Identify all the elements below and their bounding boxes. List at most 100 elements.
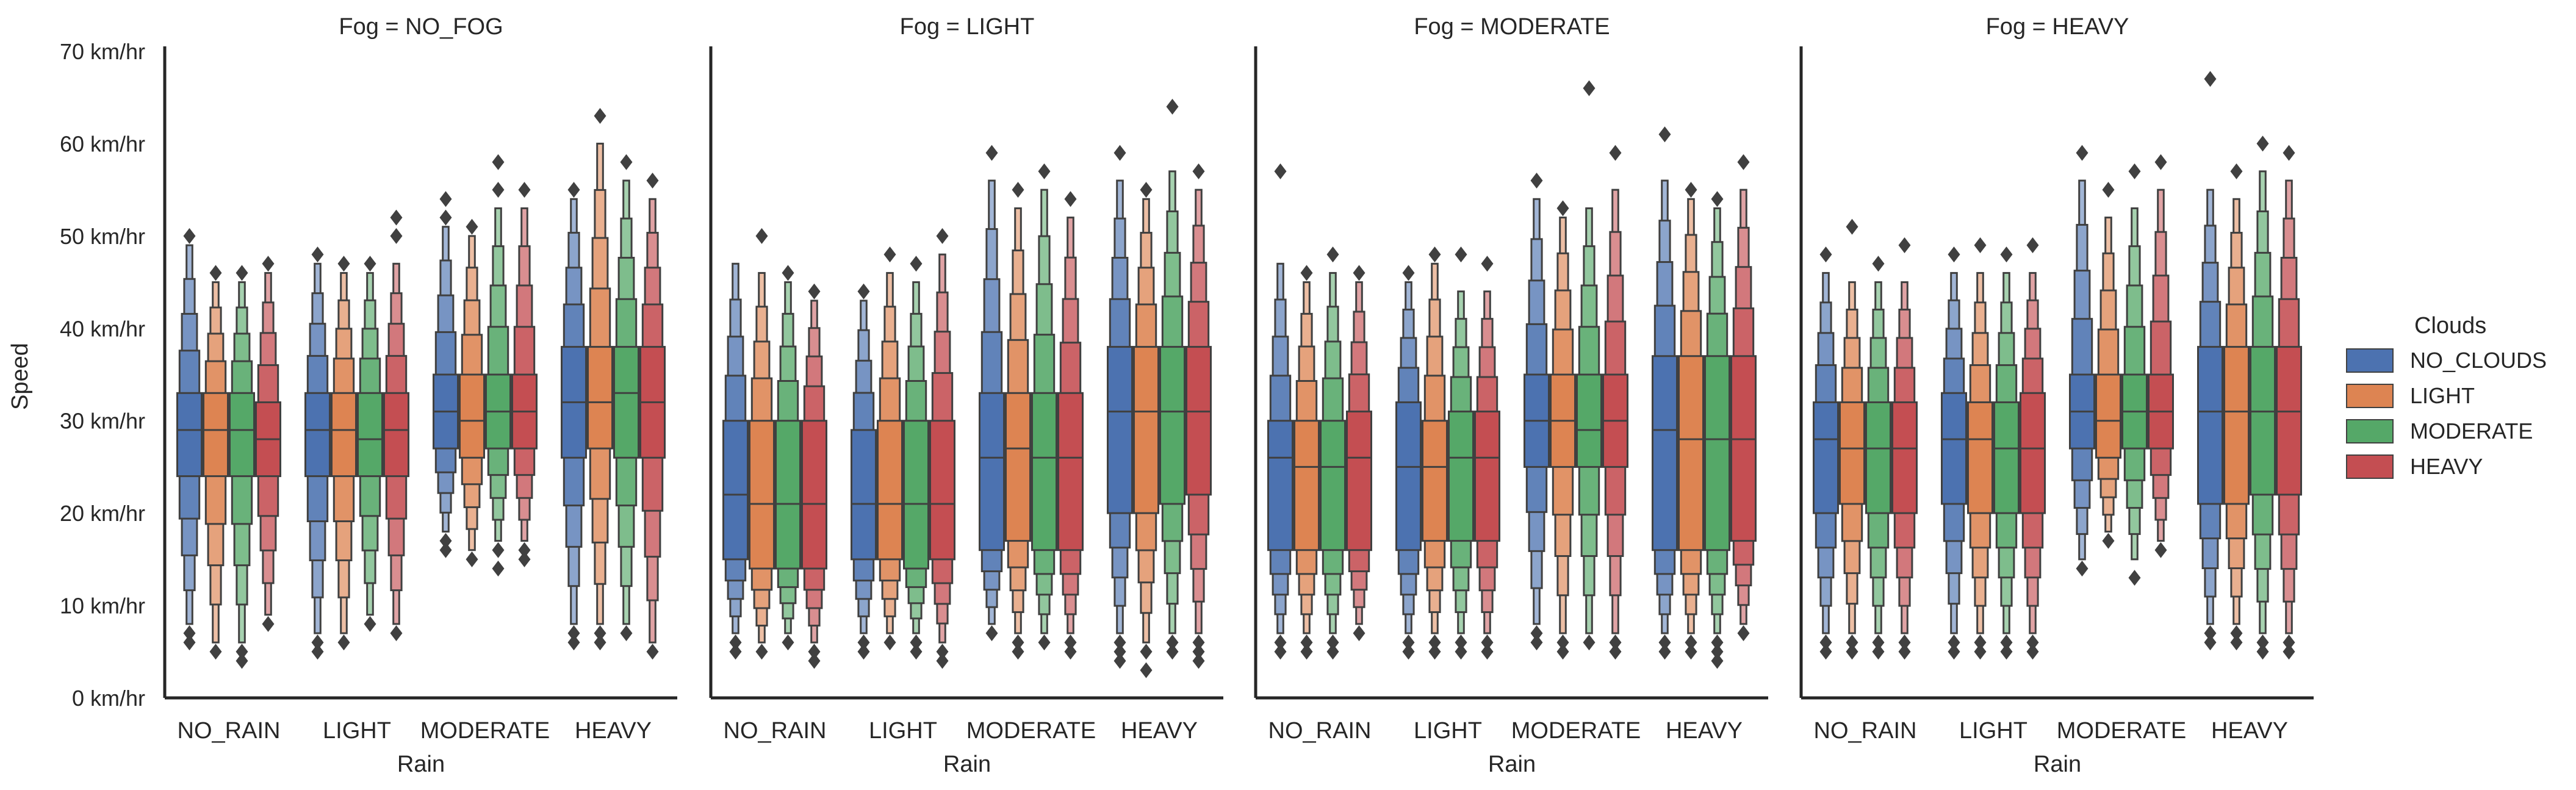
boxen-box: [357, 392, 383, 478]
boxen-box: [1320, 420, 1346, 551]
boxen-moderate-no_rain: [1865, 256, 1891, 660]
boxen-moderate-moderate: [1031, 163, 1057, 651]
boxen-light-light: [877, 246, 903, 651]
boxen-heavy-moderate: [511, 182, 538, 567]
legend-label: MODERATE: [2410, 418, 2533, 443]
boxen-light-heavy: [1678, 182, 1704, 660]
boxen-box: [1993, 401, 2020, 514]
y-tick-label: 0 km/hr: [72, 686, 145, 711]
boxen-box: [1005, 392, 1031, 542]
outlier-point: [1556, 634, 1569, 651]
outlier-point: [183, 625, 196, 641]
outlier-point: [755, 228, 768, 244]
outlier-point: [2026, 644, 2039, 660]
outlier-point: [1609, 644, 1622, 660]
boxen-box: [929, 420, 955, 561]
boxen-moderate-light: [357, 256, 383, 632]
outlier-point: [620, 625, 633, 641]
boxen-box: [1678, 355, 1704, 551]
outlier-point: [2230, 163, 2243, 179]
outlier-point: [1846, 218, 1858, 235]
boxen-heavy-heavy: [639, 173, 666, 660]
outlier-point: [518, 182, 531, 198]
outlier-point: [1064, 634, 1077, 651]
boxen-box: [979, 392, 1005, 551]
outlier-point: [1300, 634, 1313, 651]
boxen-box: [1031, 392, 1057, 551]
outlier-point: [236, 644, 248, 660]
outlier-point: [1140, 182, 1153, 198]
outlier-point: [985, 625, 998, 641]
boxen-box: [459, 373, 485, 459]
boxen-moderate-no_rain: [1320, 246, 1346, 660]
outlier-point: [1274, 634, 1287, 651]
outlier-point: [1038, 634, 1051, 651]
boxen-no_clouds-moderate: [433, 191, 459, 558]
x-axis-label: Rain: [943, 752, 991, 777]
boxen-no_clouds-no_rain: [176, 228, 203, 651]
boxen-box: [1395, 401, 1422, 551]
boxen-box: [1293, 420, 1320, 551]
outlier-point: [2102, 182, 2115, 198]
x-tick-label: MODERATE: [966, 718, 1096, 744]
outlier-point: [492, 182, 505, 198]
outlier-point: [1455, 634, 1467, 651]
outlier-point: [910, 634, 923, 651]
boxen-box: [1346, 411, 1372, 551]
outlier-point: [1166, 644, 1179, 660]
outlier-point: [1846, 634, 1858, 651]
boxen-box: [1891, 401, 1918, 514]
boxen-box: [1839, 401, 1865, 505]
outlier-point: [1353, 265, 1365, 281]
outlier-point: [1114, 145, 1126, 161]
outlier-point: [1114, 644, 1126, 660]
boxen-heavy-heavy: [1185, 163, 1212, 669]
outlier-point: [1737, 625, 1750, 641]
boxen-box: [2020, 392, 2046, 514]
outlier-point: [262, 616, 275, 632]
boxen-box: [877, 420, 903, 561]
boxen-box: [1107, 346, 1133, 514]
outlier-point: [567, 182, 580, 198]
outlier-point: [439, 542, 452, 558]
outlier-point: [1192, 634, 1205, 651]
boxen-box: [2276, 346, 2302, 496]
outlier-point: [2204, 71, 2217, 87]
outlier-point: [1819, 634, 1832, 651]
x-axis-label: Rain: [1488, 752, 1536, 777]
boxen-moderate-no_rain: [229, 265, 255, 669]
legend-label: NO_CLOUDS: [2410, 348, 2547, 373]
boxen-box: [203, 392, 229, 478]
boxen-light-heavy: [587, 108, 613, 651]
boxen-box: [1057, 392, 1084, 551]
boxen-heavy-no_rain: [1891, 237, 1918, 660]
outlier-point: [1819, 246, 1832, 263]
outlier-point: [518, 542, 531, 558]
x-tick-label: NO_RAIN: [1268, 718, 1372, 744]
boxen-heavy-light: [1474, 256, 1500, 660]
panel-title: Fog = NO_FOG: [339, 14, 503, 40]
outlier-point: [1192, 644, 1205, 660]
boxen-no_clouds-heavy: [1107, 145, 1133, 669]
legend-label: LIGHT: [2410, 383, 2475, 408]
outlier-point: [1481, 634, 1494, 651]
x-tick-label: MODERATE: [2057, 718, 2187, 744]
boxen-light-light: [1967, 237, 1993, 660]
boxen-moderate-heavy: [1704, 191, 1730, 669]
panel-title: Fog = LIGHT: [900, 14, 1035, 40]
boxen-moderate-light: [1448, 246, 1474, 660]
boxen-heavy-moderate: [2148, 154, 2174, 558]
outlier-point: [2026, 634, 2039, 651]
legend-item-moderate: MODERATE: [2346, 418, 2533, 443]
boxen-box: [1652, 355, 1678, 551]
outlier-point: [1609, 634, 1622, 651]
legend: Clouds NO_CLOUDS LIGHT MODERATE HEAVY: [2346, 313, 2547, 479]
boxen-box: [2197, 346, 2223, 505]
outlier-point: [2230, 634, 2243, 651]
outlier-point: [567, 634, 580, 651]
boxen-no_clouds-no_rain: [722, 262, 749, 660]
outlier-point: [808, 653, 821, 669]
boxen-heavy-light: [383, 209, 409, 641]
boxen-no_clouds-moderate: [1524, 173, 1550, 651]
